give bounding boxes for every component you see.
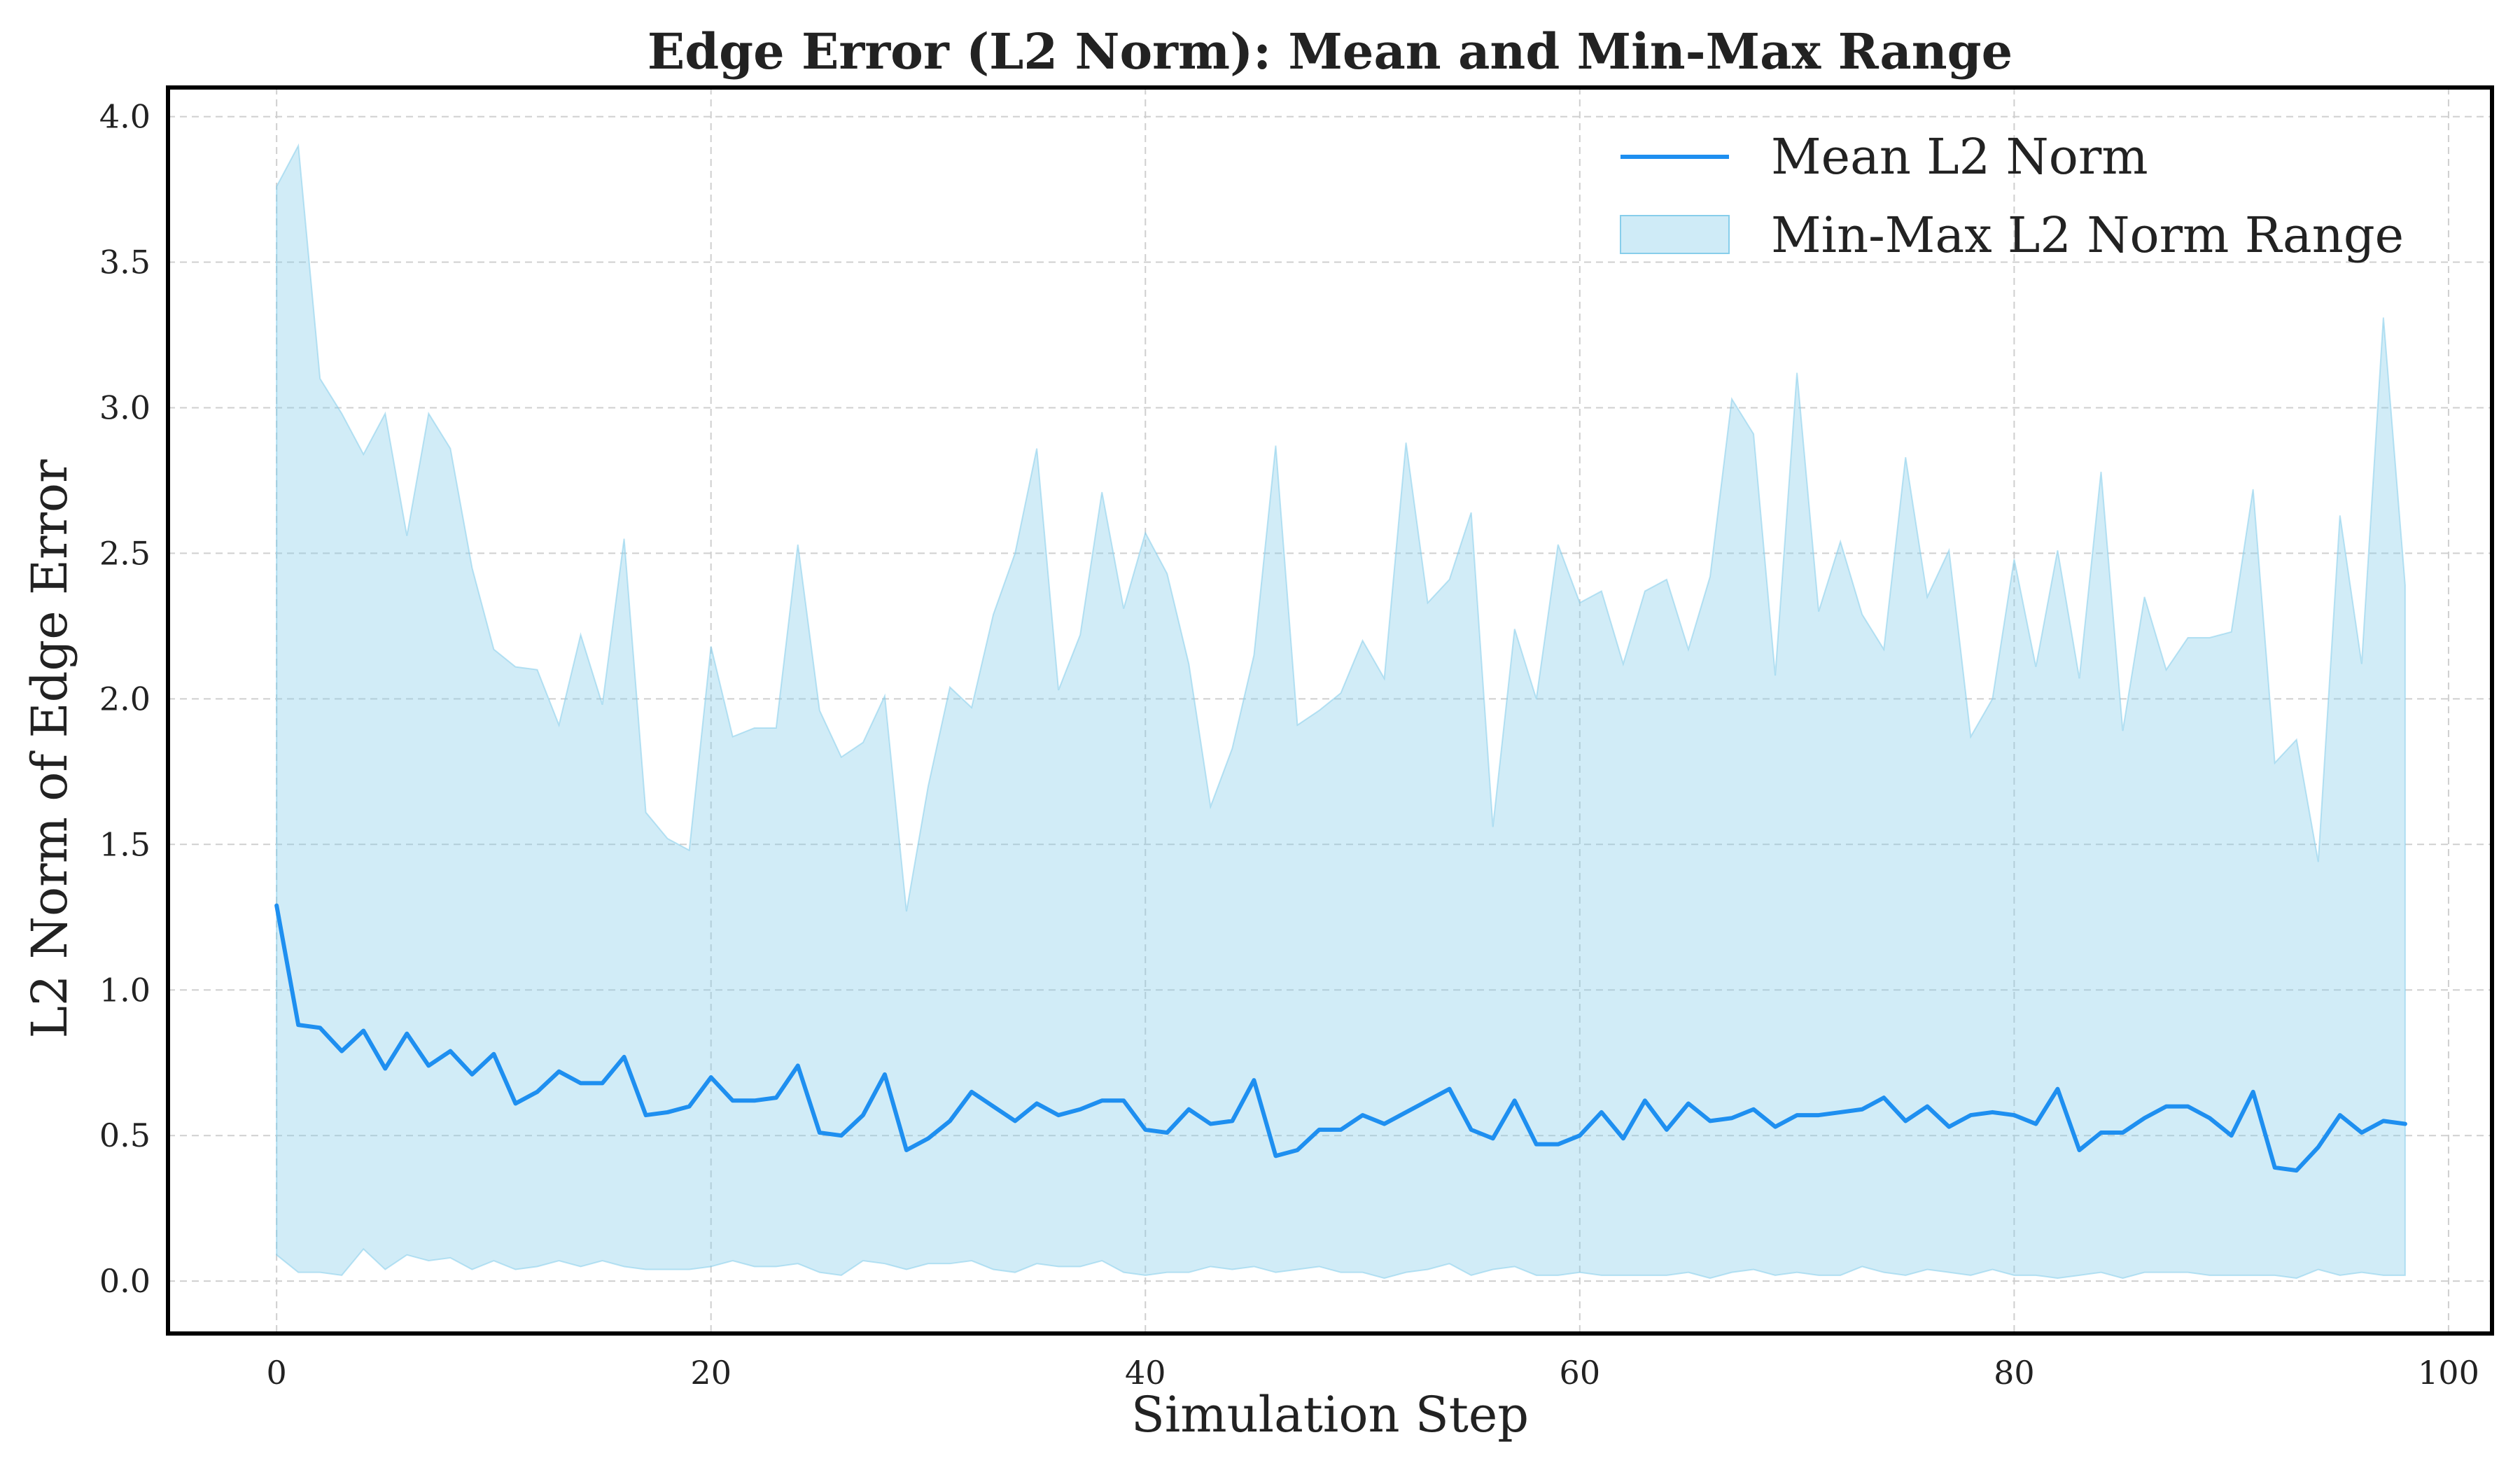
y-axis-title: L2 Norm of Edge Error — [21, 459, 78, 1039]
x-tick-label: 100 — [2418, 1354, 2479, 1392]
y-tick-label: 0.0 — [99, 1262, 150, 1300]
axis-ticks: 0 20 40 60 80 100 0.0 0.5 1.0 1.5 2.0 2.5 3.0 3.5 4.0 — [99, 98, 2479, 1392]
y-tick-label: 2.0 — [99, 680, 150, 718]
y-tick-label: 3.0 — [99, 388, 150, 426]
y-tick-label: 2.5 — [99, 534, 150, 572]
x-tick-label: 60 — [1560, 1354, 1601, 1392]
chart-title: Edge Error (L2 Norm): Mean and Min-Max R… — [648, 22, 2012, 80]
x-tick-label: 20 — [690, 1354, 732, 1392]
y-tick-label: 3.5 — [99, 244, 150, 281]
x-tick-label: 0 — [266, 1354, 286, 1392]
legend-mean-label: Mean L2 Norm — [1771, 128, 2148, 186]
y-tick-label: 1.0 — [99, 971, 150, 1009]
range-band-layer — [276, 143, 2406, 1280]
mean-line-layer — [274, 903, 2407, 1173]
y-tick-label: 0.5 — [99, 1116, 150, 1154]
x-tick-label: 80 — [1994, 1354, 2035, 1392]
min-max-range-band — [276, 143, 2406, 1280]
legend: Mean L2 Norm Min-Max L2 Norm Range — [1620, 128, 2404, 264]
x-tick-label: 40 — [1125, 1354, 1166, 1392]
plot-frame — [166, 85, 2494, 1336]
legend-range-label: Min-Max L2 Norm Range — [1771, 206, 2404, 264]
y-tick-label: 1.5 — [99, 825, 150, 863]
y-tick-label: 4.0 — [99, 98, 150, 136]
grid-lines — [168, 88, 2492, 1334]
mean-l2-norm-line — [274, 903, 2407, 1173]
x-axis-title: Simulation Step — [1131, 1386, 1529, 1443]
legend-range-swatch — [1620, 215, 1730, 254]
